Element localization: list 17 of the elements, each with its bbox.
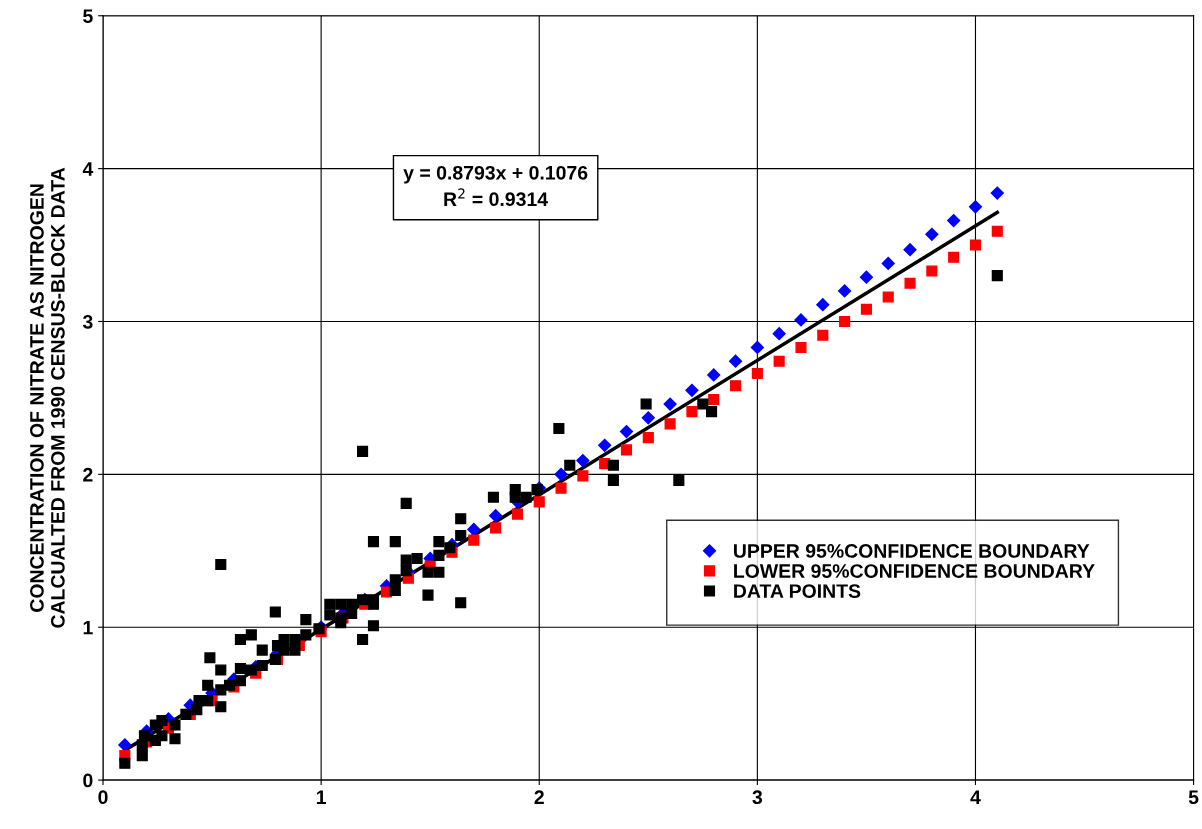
y-tick-label: 3 <box>82 314 93 329</box>
y-tick-label: 4 <box>82 162 94 176</box>
y-tick-label: 1 <box>83 620 93 635</box>
y-tick-label: 0 <box>83 773 93 788</box>
y-tick-label: 5 <box>83 9 93 23</box>
y-tick-label: 2 <box>83 467 93 482</box>
y-axis-title: CONCENTRATION OF NITRATE AS NITROGEN CALCUALTED FROM 1990 CENSUS-BLOCK DATA <box>30 167 65 628</box>
legend-label: LOWER 95%CONFIDENCE BOUNDARY <box>734 564 1095 578</box>
x-tick-label: 2 <box>534 790 544 804</box>
x-tick-label: 5 <box>1188 790 1199 805</box>
x-tick-label: 4 <box>970 790 981 804</box>
x-tick-label: 1 <box>316 790 326 804</box>
x-tick-label: 3 <box>752 790 763 805</box>
x-tick-label: 0 <box>98 790 108 805</box>
annotation: y = 0.8793x + 0.1076 R$^{2}$ = 0.9314 <box>403 165 588 207</box>
legend-label: UPPER 95%CONFIDENCE BOUNDARY <box>734 544 1090 558</box>
legend-label: DATA POINTS <box>734 584 861 598</box>
